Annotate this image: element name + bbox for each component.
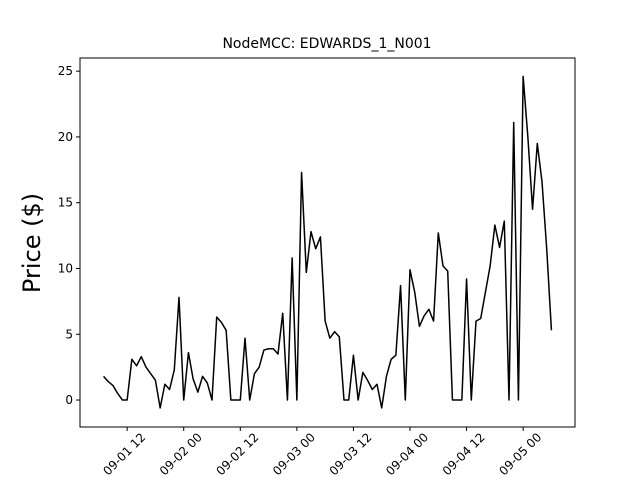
chart-title: NodeMCC: EDWARDS_1_N001 bbox=[222, 36, 431, 52]
price-line bbox=[103, 75, 553, 409]
y-tick-label: 10 bbox=[58, 261, 73, 275]
plot-frame bbox=[79, 57, 576, 428]
y-tick-label: 15 bbox=[58, 196, 73, 210]
y-axis-label: Price ($) bbox=[18, 193, 46, 293]
y-tick-label: 20 bbox=[58, 130, 73, 144]
y-tick-label: 5 bbox=[65, 327, 73, 341]
y-tick-label: 0 bbox=[65, 393, 73, 407]
y-tick-label: 25 bbox=[58, 64, 73, 78]
